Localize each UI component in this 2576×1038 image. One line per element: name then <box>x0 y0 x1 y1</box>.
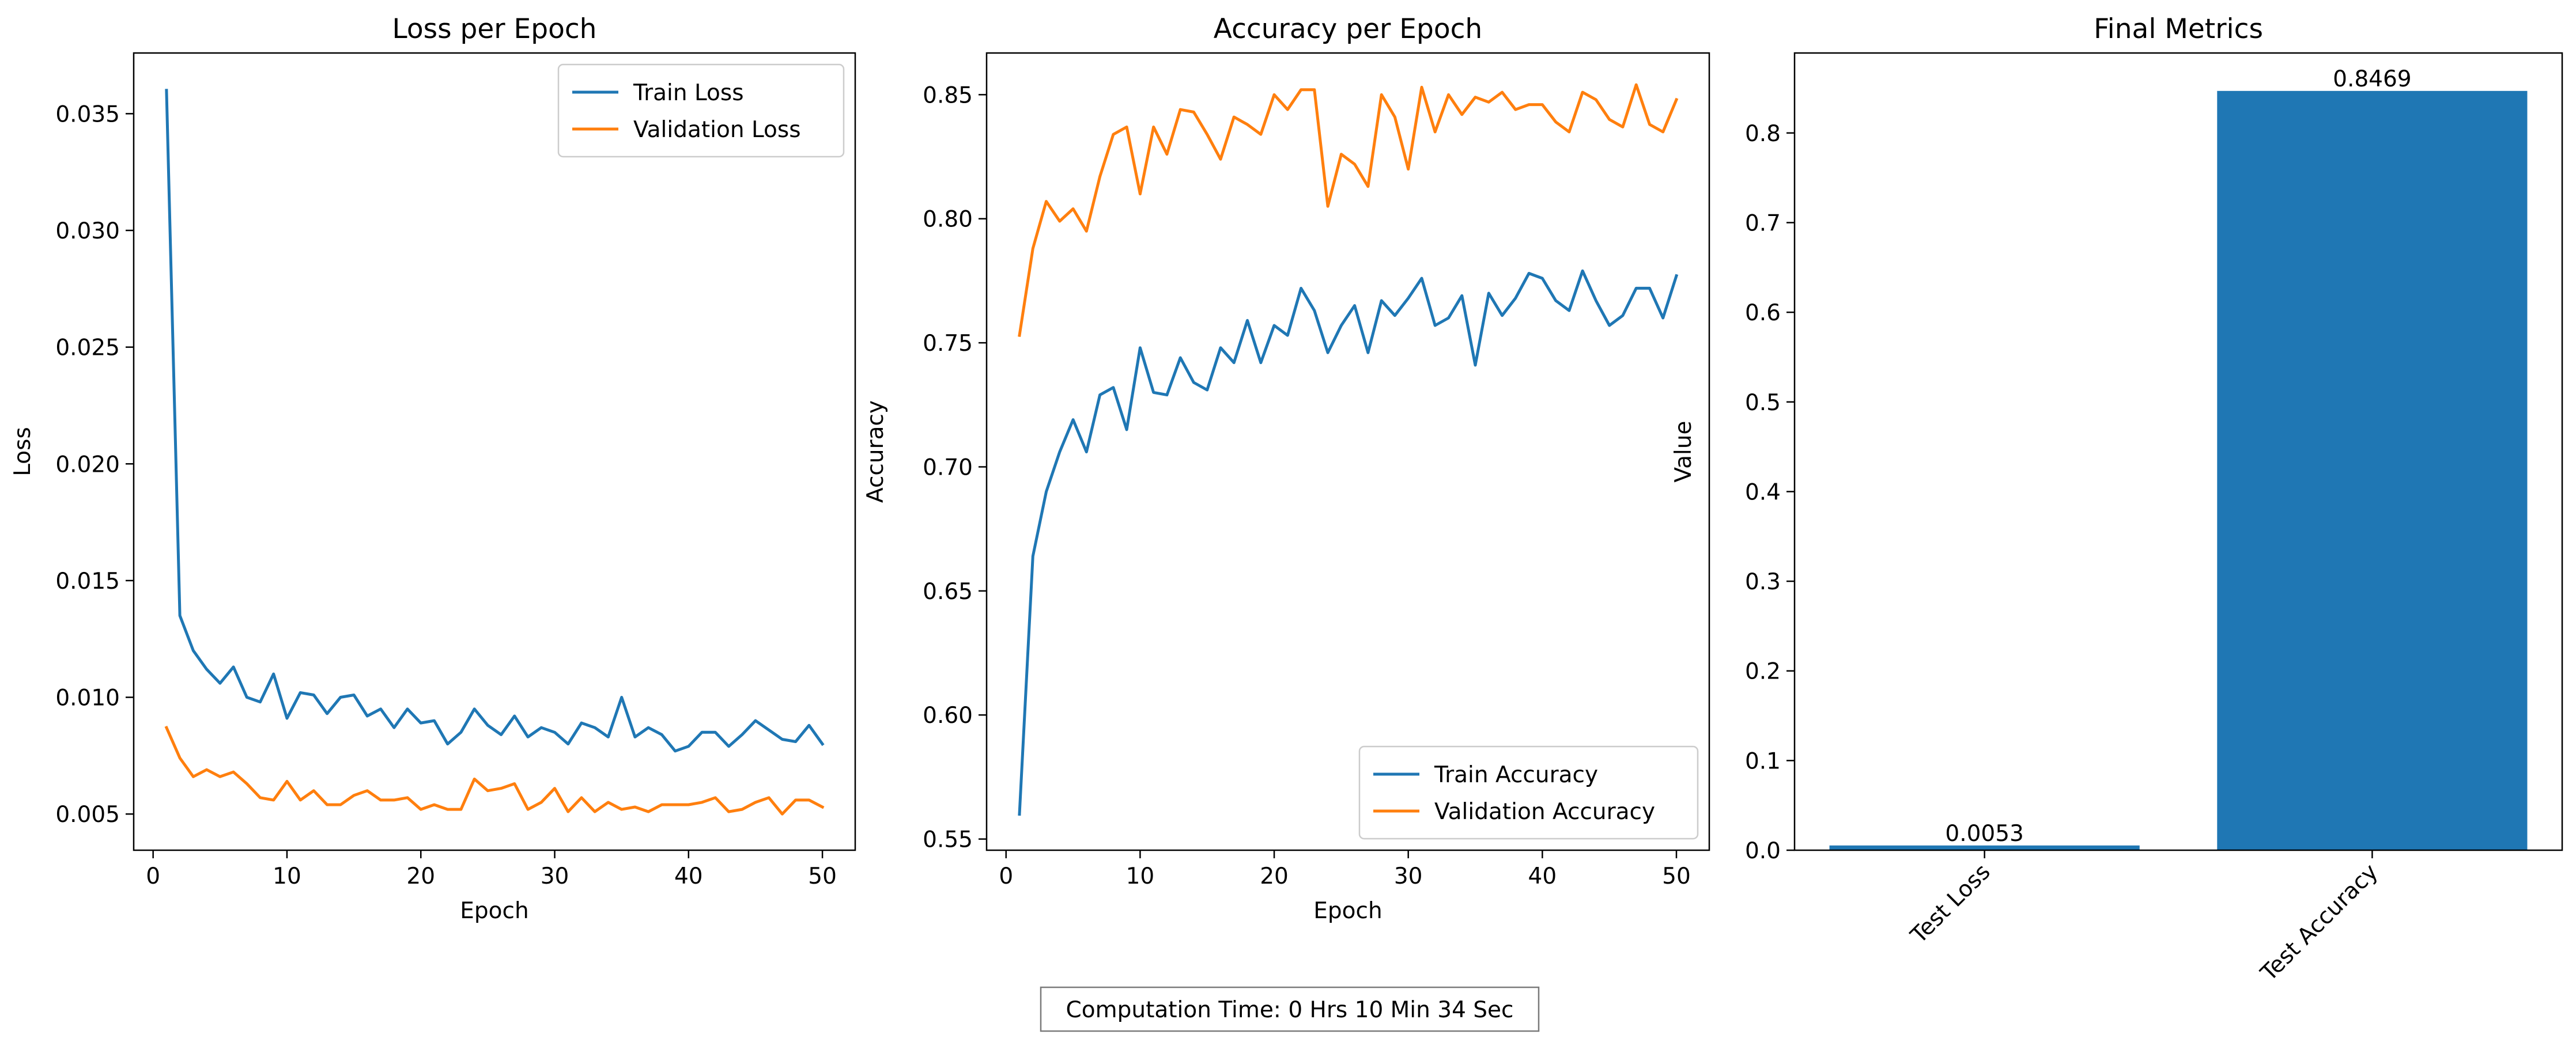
computation-time-frame <box>1040 986 1540 1032</box>
accuracy-chart-legend-label: Validation Accuracy <box>1434 799 1655 825</box>
accuracy-chart-series-line-validation <box>1018 83 1679 338</box>
final-metrics-plot-frame <box>1793 52 2563 851</box>
loss-chart-x-tick-label: 30 <box>541 863 569 889</box>
loss-chart-series-line-train <box>165 89 825 753</box>
loss-chart-y-tick-label: 0.020 <box>55 452 120 478</box>
loss-chart-x-tick-label: 50 <box>808 863 837 889</box>
accuracy-chart-y-tick-label: 0.65 <box>923 579 973 605</box>
final-metrics-title: Final Metrics <box>2094 13 2263 45</box>
loss-chart-title: Loss per Epoch <box>392 13 597 45</box>
loss-chart-plot-frame <box>133 52 856 851</box>
loss-chart-y-tick-label: 0.030 <box>55 218 120 244</box>
final-metrics-y-tick-label: 0.6 <box>1745 300 1781 326</box>
accuracy-chart-y-tick-label: 0.55 <box>923 827 973 853</box>
computation-time-box: Computation Time: 0 Hrs 10 Min 34 Sec <box>1040 986 1540 1032</box>
accuracy-chart-legend-label: Train Accuracy <box>1434 762 1598 788</box>
final-metrics-bar-test-loss <box>1829 845 2140 850</box>
loss-chart-y-tick-label: 0.025 <box>55 335 120 361</box>
final-metrics-y-tick-label: 0.4 <box>1745 479 1781 505</box>
final-metrics-y-tick-label: 0.3 <box>1745 569 1781 595</box>
final-metrics-y-tick-label: 0.0 <box>1745 838 1781 864</box>
accuracy-chart-series-line-train <box>1018 269 1679 816</box>
computation-time-text: Computation Time: 0 Hrs 10 Min 34 Sec <box>1066 997 1514 1023</box>
final-metrics-bar-test-accuracy <box>2217 90 2528 851</box>
accuracy-chart-x-tick-label: 20 <box>1260 863 1289 889</box>
final-metrics-y-tick-label: 0.8 <box>1745 121 1781 147</box>
accuracy-chart-legend: Train Accuracy Validation Accuracy <box>1358 745 1699 840</box>
accuracy-chart-title: Accuracy per Epoch <box>1214 13 1482 45</box>
loss-chart-x-axis-label: Epoch <box>460 898 528 924</box>
loss-chart-x-tick-label: 20 <box>406 863 435 889</box>
loss-chart-y-tick-label: 0.035 <box>55 101 120 127</box>
accuracy-chart-y-tick-label: 0.60 <box>923 703 973 729</box>
loss-chart-y-tick-label: 0.005 <box>55 802 120 828</box>
accuracy-chart-y-tick-label: 0.80 <box>923 207 973 233</box>
accuracy-chart-y-tick-label: 0.75 <box>923 331 973 357</box>
loss-chart-x-tick-label: 10 <box>273 863 301 889</box>
accuracy-chart-x-tick-label: 50 <box>1662 863 1691 889</box>
loss-chart-y-axis-label: Loss <box>10 427 36 476</box>
loss-chart-legend-label: Validation Loss <box>633 117 801 143</box>
final-metrics-y-tick-label: 0.1 <box>1745 748 1781 774</box>
final-metrics-bar-value-label: 0.0053 <box>1945 821 2023 847</box>
accuracy-chart-y-tick-label: 0.85 <box>923 82 973 108</box>
loss-chart-legend: Train Loss Validation Loss <box>557 63 845 158</box>
accuracy-chart-plot-frame <box>985 52 1710 851</box>
loss-chart-legend-frame <box>557 63 845 158</box>
loss-chart-y-tick-label: 0.010 <box>55 685 120 711</box>
loss-chart-legend-label: Train Loss <box>633 80 744 106</box>
loss-chart: 0 10 20 30 40 50 0.005 0.010 0.015 0.020 0.025 0.03… <box>10 13 856 924</box>
accuracy-chart: 0 10 20 30 40 50 0.55 0.60 0.65 0.70 0.75 0.80 0.85 A… <box>863 13 1710 924</box>
accuracy-chart-x-axis-label: Epoch <box>1313 898 1382 924</box>
final-metrics-y-axis-label: Value <box>1671 420 1697 482</box>
loss-chart-x-tick-label: 0 <box>146 863 160 889</box>
accuracy-chart-x-tick-label: 10 <box>1126 863 1155 889</box>
final-metrics-y-tick-label: 0.5 <box>1745 390 1781 416</box>
final-metrics-bar-value-label: 0.8469 <box>2333 66 2411 92</box>
accuracy-chart-x-tick-label: 0 <box>999 863 1013 889</box>
accuracy-chart-legend-frame <box>1358 745 1699 840</box>
loss-chart-series-line-validation <box>164 725 825 816</box>
accuracy-chart-x-tick-label: 30 <box>1394 863 1423 889</box>
accuracy-chart-y-axis-label: Accuracy <box>863 400 889 503</box>
accuracy-chart-x-tick-label: 40 <box>1528 863 1557 889</box>
loss-chart-y-tick-label: 0.015 <box>55 569 120 594</box>
final-metrics-y-tick-label: 0.7 <box>1745 210 1781 236</box>
final-metrics-y-tick-label: 0.2 <box>1745 659 1781 685</box>
accuracy-chart-y-tick-label: 0.70 <box>923 454 973 480</box>
loss-chart-x-tick-label: 40 <box>674 863 703 889</box>
